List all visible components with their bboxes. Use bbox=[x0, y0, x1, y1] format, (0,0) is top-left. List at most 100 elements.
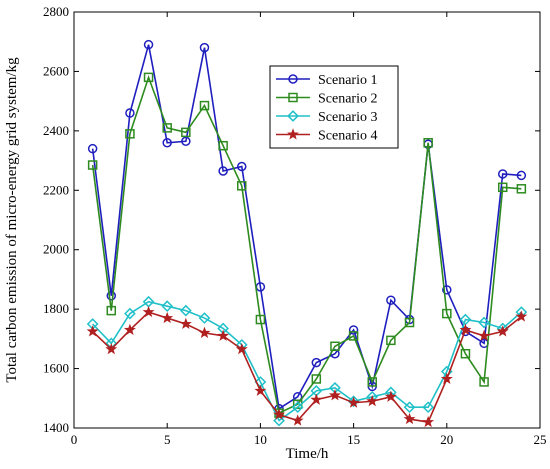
legend-marker bbox=[287, 110, 299, 122]
data-point bbox=[106, 291, 117, 301]
data-point bbox=[442, 308, 452, 319]
data-point bbox=[440, 372, 453, 385]
series-line bbox=[91, 74, 522, 415]
data-point bbox=[255, 314, 266, 325]
data-point bbox=[237, 161, 247, 172]
x-axis-label: Time/h bbox=[286, 446, 329, 462]
legend-marker bbox=[287, 128, 299, 140]
x-tick-label: 20 bbox=[440, 432, 453, 447]
data-point bbox=[404, 317, 415, 328]
data-point bbox=[310, 393, 323, 405]
axes-layer: 0 5 10 15 20 25 1400 1600 1800 2000 2200 2400 2600 28… bbox=[43, 4, 547, 447]
data-point bbox=[497, 182, 508, 193]
legend-item: Scenario 2 bbox=[276, 92, 377, 107]
data-point bbox=[179, 304, 192, 317]
legend-label: Scenario 1 bbox=[318, 73, 377, 88]
data-point bbox=[179, 317, 192, 330]
data-point bbox=[254, 384, 267, 396]
data-point bbox=[422, 415, 435, 428]
data-point bbox=[162, 123, 172, 133]
data-point bbox=[87, 160, 98, 170]
data-point bbox=[86, 325, 99, 337]
data-point bbox=[125, 108, 135, 118]
data-point bbox=[478, 316, 490, 329]
data-point bbox=[403, 401, 416, 414]
data-point bbox=[366, 395, 379, 407]
x-tick-label: 15 bbox=[347, 432, 360, 447]
y-tick-label: 2800 bbox=[43, 4, 69, 19]
data-point bbox=[198, 312, 211, 324]
data-point bbox=[478, 329, 491, 341]
data-point bbox=[348, 331, 359, 341]
x-tick-label: 25 bbox=[534, 432, 547, 447]
data-point bbox=[459, 323, 472, 336]
legend-label: Scenario 4 bbox=[318, 129, 377, 144]
data-point bbox=[311, 357, 322, 368]
data-point bbox=[291, 401, 304, 414]
data-point bbox=[143, 39, 154, 50]
legend-label: Scenario 2 bbox=[318, 92, 377, 107]
data-point bbox=[515, 310, 528, 322]
data-point bbox=[403, 412, 416, 425]
legend-label: Scenario 3 bbox=[318, 110, 377, 125]
data-point bbox=[479, 377, 489, 387]
data-point bbox=[105, 343, 118, 355]
data-point bbox=[124, 307, 136, 320]
data-point bbox=[235, 343, 248, 355]
x-tick-label: 0 bbox=[71, 432, 78, 447]
series-line bbox=[92, 311, 522, 423]
data-point bbox=[311, 374, 322, 384]
data-point bbox=[496, 325, 509, 337]
data-point bbox=[218, 140, 228, 151]
legend: Scenario 1 Scenario 2 Scenario 3 Scenario 4 bbox=[269, 65, 399, 149]
data-point bbox=[497, 169, 508, 179]
x-tick-label: 10 bbox=[254, 432, 267, 447]
series-3 bbox=[86, 295, 528, 427]
legend-item: Scenario 3 bbox=[276, 110, 377, 125]
data-point bbox=[347, 395, 360, 408]
data-point bbox=[198, 326, 211, 338]
data-point bbox=[442, 285, 452, 295]
data-point bbox=[347, 396, 360, 408]
data-point bbox=[422, 401, 435, 414]
data-point bbox=[329, 389, 341, 401]
data-point bbox=[181, 136, 191, 147]
data-point bbox=[273, 408, 285, 420]
data-point bbox=[460, 348, 471, 359]
series-line bbox=[92, 300, 522, 422]
data-point bbox=[367, 377, 377, 387]
legend-marker bbox=[288, 74, 298, 84]
plot-frame bbox=[73, 11, 541, 429]
data-point bbox=[291, 414, 304, 426]
y-tick-label: 1800 bbox=[43, 301, 69, 316]
y-axis-label: Total carbon emission of micro-energy gr… bbox=[4, 57, 20, 383]
data-point bbox=[330, 341, 340, 352]
data-point bbox=[386, 295, 396, 305]
legend-item: Scenario 4 bbox=[276, 128, 377, 144]
data-point bbox=[199, 100, 210, 111]
data-point bbox=[516, 170, 527, 181]
data-point bbox=[217, 329, 230, 341]
y-tick-label: 2200 bbox=[43, 182, 69, 197]
data-point bbox=[125, 129, 135, 139]
y-tick-label: 1600 bbox=[43, 361, 69, 376]
data-point bbox=[386, 335, 396, 346]
data-point bbox=[218, 166, 228, 176]
series-layer bbox=[86, 39, 528, 428]
series-4 bbox=[86, 305, 528, 428]
data-point bbox=[161, 311, 174, 324]
data-point bbox=[142, 305, 155, 318]
data-point bbox=[123, 323, 136, 336]
data-point bbox=[181, 127, 191, 138]
y-tick-label: 2400 bbox=[43, 123, 69, 138]
data-point bbox=[384, 390, 397, 402]
y-tick-label: 1400 bbox=[43, 420, 69, 435]
data-point bbox=[199, 42, 210, 53]
data-point bbox=[87, 143, 98, 154]
legend-item: Scenario 1 bbox=[276, 73, 377, 88]
series-line bbox=[91, 44, 522, 411]
data-point bbox=[161, 300, 174, 313]
legend-marker bbox=[288, 92, 298, 103]
